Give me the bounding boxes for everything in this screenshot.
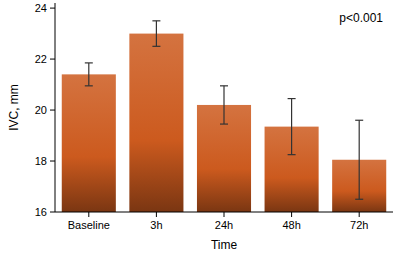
x-tick — [88, 212, 89, 217]
error-line — [288, 98, 296, 99]
error-line — [220, 123, 228, 124]
bar — [62, 74, 116, 212]
y-tick-label: 22 — [35, 53, 47, 65]
x-tick — [156, 212, 157, 217]
error-bar — [152, 21, 160, 46]
y-tick-label: 20 — [35, 104, 47, 116]
y-tick — [50, 59, 55, 60]
error-line — [288, 154, 296, 155]
x-tick — [224, 212, 225, 217]
y-tick-label: 18 — [35, 155, 47, 167]
chart-container: 16 18 20 22 24 Baseline 3h 24h 48h 72h Time IVC, mm… — [0, 0, 400, 257]
error-line — [152, 46, 160, 47]
y-tick — [50, 212, 55, 213]
x-tick — [359, 212, 360, 217]
y-tick — [50, 110, 55, 111]
error-bar — [85, 63, 93, 86]
x-tick — [291, 212, 292, 217]
error-line — [156, 21, 157, 46]
bar — [129, 34, 183, 212]
error-line — [355, 199, 363, 200]
y-tick-label: 16 — [35, 206, 47, 218]
error-line — [85, 62, 93, 63]
chart-svg: 16 18 20 22 24 Baseline 3h 24h 48h 72h Time IVC, mm… — [0, 0, 400, 257]
error-bar — [288, 99, 296, 155]
x-tick-label: 24h — [215, 219, 233, 231]
y-tick — [50, 161, 55, 162]
error-line — [88, 63, 89, 86]
error-line — [291, 99, 292, 155]
x-tick-label: 3h — [150, 219, 162, 231]
error-line — [359, 120, 360, 199]
error-line — [152, 20, 160, 21]
error-line — [223, 86, 224, 124]
error-bar — [220, 86, 228, 124]
x-tick-label: Baseline — [68, 219, 110, 231]
plot-area — [62, 21, 386, 212]
x-axis-label: Time — [211, 238, 238, 252]
error-line — [85, 85, 93, 86]
y-axis-label: IVC, mm — [7, 84, 21, 131]
x-tick-label: 48h — [282, 219, 300, 231]
y-tick-label: 24 — [35, 2, 47, 14]
x-tick-label: 72h — [350, 219, 368, 231]
error-line — [220, 85, 228, 86]
y-tick — [50, 8, 55, 9]
y-axis-line — [55, 3, 56, 212]
error-bar — [355, 120, 363, 199]
annotation: p<0.001 — [339, 11, 383, 25]
error-line — [355, 120, 363, 121]
